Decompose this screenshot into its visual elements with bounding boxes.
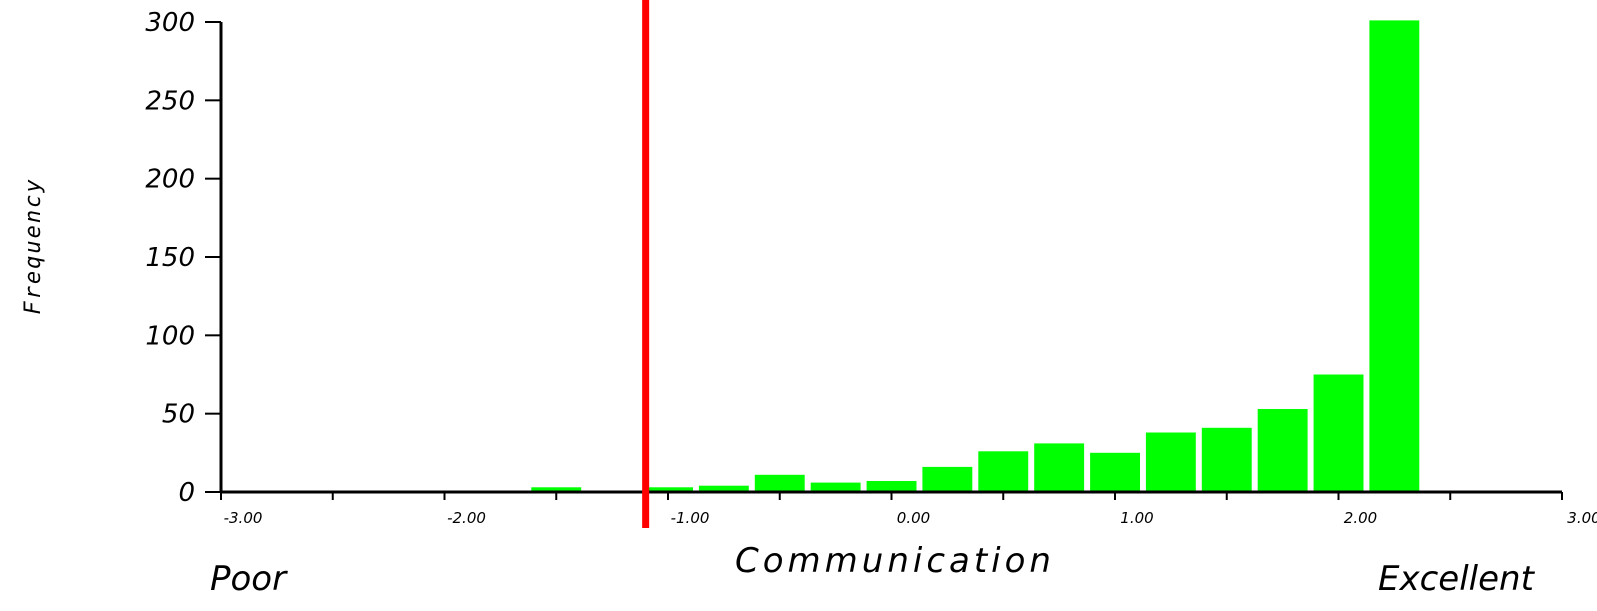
bars-group: [531, 20, 1420, 493]
y-tick-label-5: 250: [145, 86, 195, 116]
bar-5: [866, 481, 917, 492]
x-tick-label-1: -2.00: [447, 509, 486, 527]
bar-4: [810, 482, 861, 492]
excellent-label: Excellent: [1378, 559, 1536, 599]
x-axis-label: Communication: [735, 541, 1055, 581]
x-tick-label-5: 2.00: [1344, 509, 1377, 527]
y-tick-label-2: 100: [145, 321, 195, 351]
poor-label: Poor: [210, 559, 288, 599]
axes-group: [205, 21, 1563, 500]
y-tick-label-3: 150: [145, 243, 195, 273]
bar-10: [1145, 432, 1196, 492]
y-tick-label-1: 50: [162, 400, 195, 430]
bar-2: [698, 485, 749, 492]
bar-8: [1034, 443, 1085, 492]
bar-9: [1090, 452, 1140, 492]
x-tick-label-2: -1.00: [671, 509, 710, 527]
bar-14: [1369, 20, 1420, 493]
tick-labels-group: 0 50 100 150 200 250 300 -3.00 -2.00 -1.00 0.00 1.0…: [145, 8, 1597, 527]
y-tick-label-6: 300: [145, 8, 195, 38]
bar-3: [754, 474, 805, 492]
y-tick-label-0: 0: [178, 478, 195, 508]
bar-7: [978, 451, 1029, 492]
bar-0: [531, 487, 582, 492]
bar-11: [1201, 427, 1252, 492]
bar-12: [1257, 409, 1308, 492]
x-tick-label-3: 0.00: [897, 509, 930, 527]
y-axis-label: Frequency: [21, 177, 46, 314]
y-tick-label-4: 200: [145, 165, 195, 195]
bar-1: [643, 487, 693, 492]
x-tick-label-0: -3.00: [224, 509, 263, 527]
bar-13: [1313, 374, 1364, 492]
x-tick-label-4: 1.00: [1120, 509, 1153, 527]
x-tick-label-6: 3.00: [1567, 509, 1597, 527]
bar-6: [922, 466, 973, 492]
